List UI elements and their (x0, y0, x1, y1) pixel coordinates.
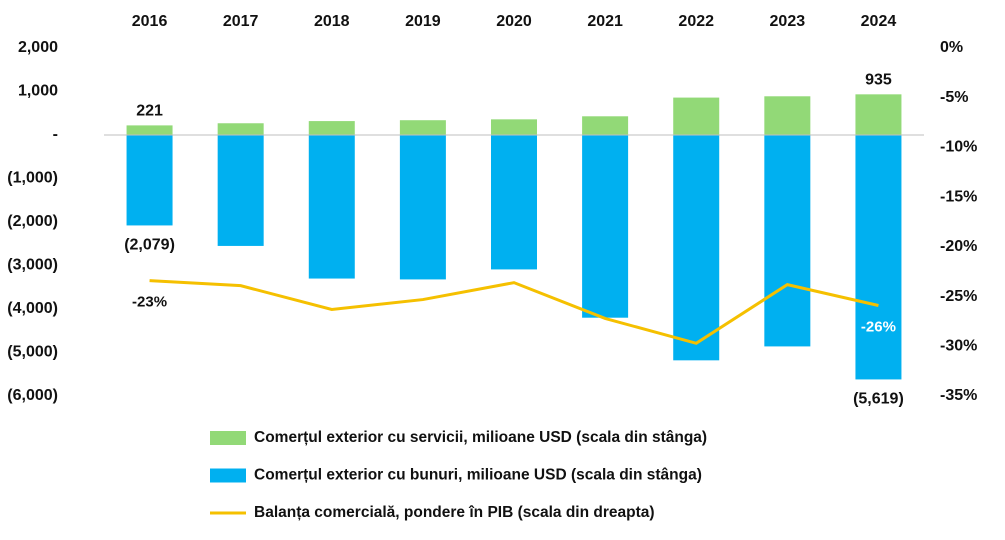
data-label: -26% (861, 318, 896, 335)
bar (308, 121, 355, 135)
data-label: (5,619) (853, 391, 904, 408)
y2-tick-label: -20% (940, 238, 977, 255)
y2-tick-label: -25% (940, 288, 977, 305)
bar (491, 119, 537, 135)
x-tick-label: 2016 (132, 13, 168, 30)
y2-tick-label: 0% (940, 39, 963, 56)
bar (126, 135, 173, 226)
bar (399, 135, 446, 280)
legend-label: Balanța comercială, pondere în PIB (scal… (254, 504, 655, 521)
data-label: 935 (865, 72, 892, 89)
bar (855, 94, 902, 135)
y-tick-label: (1,000) (7, 170, 58, 187)
bar (582, 116, 629, 135)
bar (217, 123, 264, 135)
y2-tick-label: -35% (940, 387, 977, 404)
x-tick-label: 2017 (223, 13, 259, 30)
data-label: (2,079) (124, 237, 175, 254)
y-tick-label: 1,000 (18, 83, 58, 100)
bar (764, 135, 811, 347)
bar (673, 135, 720, 361)
y2-tick-label: -10% (940, 139, 977, 156)
bar (491, 135, 537, 270)
y-tick-label: 2,000 (18, 39, 58, 56)
x-tick-label: 2018 (314, 13, 350, 30)
x-tick-label: 2021 (587, 13, 623, 30)
x-tick-label: 2023 (770, 13, 806, 30)
x-tick-label: 2020 (496, 13, 532, 30)
legend-label: Comerțul exterior cu bunuri, milioane US… (254, 467, 702, 484)
line (149, 279, 879, 345)
y-tick-label: (3,000) (7, 257, 58, 274)
bar (764, 96, 811, 135)
bar (217, 135, 264, 246)
legend-swatch (210, 468, 246, 483)
x-tick-label: 2022 (678, 13, 714, 30)
bar (308, 135, 355, 279)
y-tick-label: (6,000) (7, 387, 58, 404)
y-tick-label: - (53, 126, 58, 143)
x-tick-label: 2024 (861, 13, 897, 30)
data-label: -23% (132, 294, 167, 311)
y2-tick-label: -15% (940, 188, 977, 205)
bar (855, 135, 902, 380)
legend-label: Comerțul exterior cu servicii, milioane … (254, 429, 707, 446)
bar (673, 97, 720, 135)
x-tick-label: 2019 (405, 13, 441, 30)
bar (126, 125, 173, 135)
data-label: 221 (136, 103, 163, 120)
bar (399, 120, 446, 135)
y-tick-label: (4,000) (7, 300, 58, 317)
y2-tick-label: -5% (940, 89, 968, 106)
y-tick-label: (2,000) (7, 213, 58, 230)
y2-tick-label: -30% (940, 338, 977, 355)
bar (582, 135, 629, 318)
y-tick-label: (5,000) (7, 344, 58, 361)
legend-swatch (210, 431, 246, 445)
